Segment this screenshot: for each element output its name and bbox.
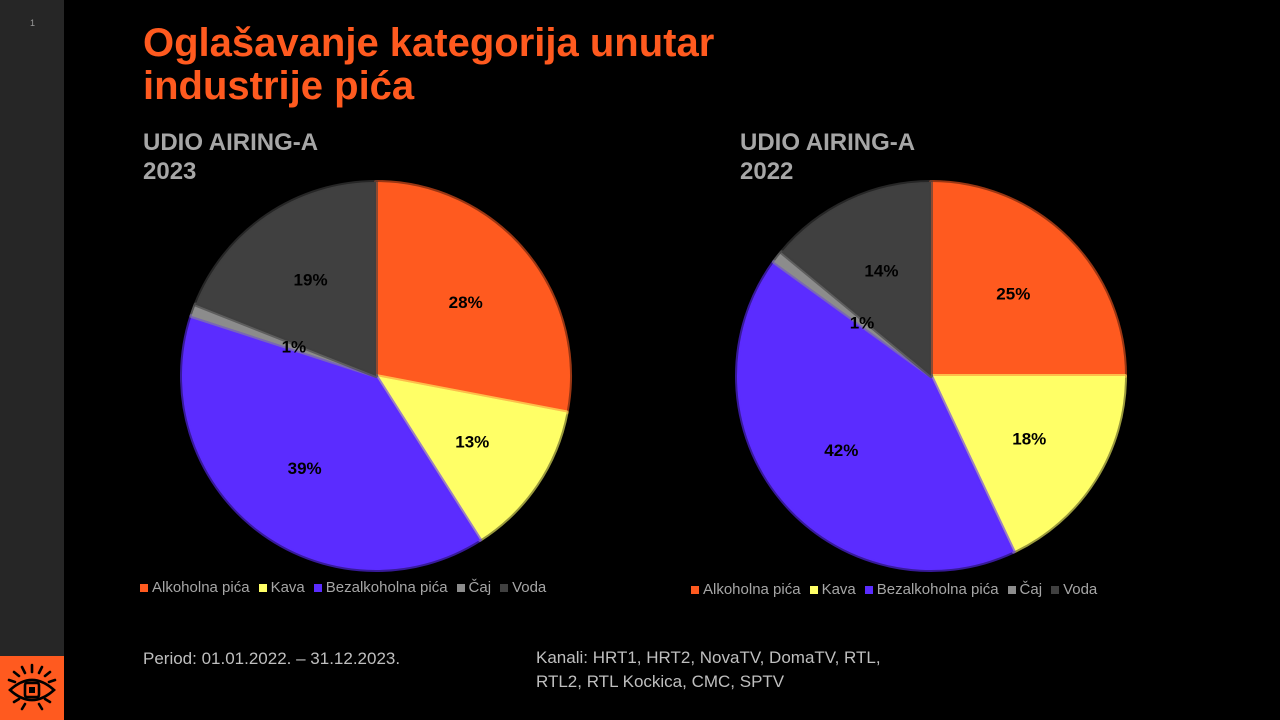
data-label-kava: 13% [455,432,489,451]
legend-swatch [140,583,148,592]
legend-swatch [691,585,699,594]
legend-item-kava: Kava [258,579,305,596]
legend-label: Čaj [1019,581,1043,598]
data-label-alkoholna-pica: 28% [449,293,483,312]
legend-item-kava: Kava [809,581,856,598]
sidebar: 1 [0,0,64,720]
legend-swatch [1051,585,1060,594]
legend-swatch [1007,585,1016,594]
period-text: Period: 01.01.2022. – 31.12.2023. [143,649,401,668]
legend-label: Alkoholna pića [152,579,250,596]
legend-item-bezalkoholna-pica: Bezalkoholna pića [864,581,999,598]
data-label-kava: 18% [1012,429,1046,448]
legend-2022: Alkoholna pića Kava Bezalkoholna pića Čaj Vo… [691,581,1097,598]
legend-item-bezalkoholna-pica: Bezalkoholna pića [313,579,448,596]
legend-item-voda: Voda [500,579,546,596]
pie-slice-alkoholna-pica [929,180,1127,378]
legend-swatch [500,583,509,592]
legend-label: Alkoholna pića [703,581,801,598]
data-label-caj: 1% [850,313,875,332]
pie-slice-voda [779,180,933,378]
data-label-caj: 1% [282,337,307,356]
legend-item-voda: Voda [1051,581,1097,598]
data-label-voda: 19% [294,271,328,290]
data-label-alkoholna-pica: 25% [996,285,1030,304]
legend-label: Bezalkoholna pića [325,579,448,596]
data-label-voda: 14% [864,262,898,281]
pie-chart-2022: 25% 18% 42% 1% 14% [735,180,1127,572]
chart-title-2023: UDIO AIRING-A 2023 [143,129,319,185]
channels-text: Kanali: HRT1, HRT2, NovaTV, DomaTV, RTL,… [536,648,881,691]
pie-slice-alkoholna-pica [374,180,572,415]
pie-chart-2023: 28% 13% 39% 1% 19% [180,180,572,572]
pie-slice-bezalkoholna-pica [735,259,1016,572]
legend-swatch [258,583,267,592]
legend-label: Voda [1063,581,1098,598]
legend-swatch [809,585,818,594]
legend-label: Kava [821,581,856,598]
legend-label: Voda [512,579,547,596]
data-label-bezalkoholna-pica: 42% [824,441,858,460]
legend-label: Kava [270,579,305,596]
pie-slice-bezalkoholna-pica [180,314,482,572]
legend-2023: Alkoholna pića Kava Bezalkoholna pića Čaj Vo… [140,579,546,596]
legend-swatch [456,583,465,592]
pie-slice-kava [374,374,569,542]
legend-item-caj: Čaj [456,579,492,596]
legend-item-alkoholna-pica: Alkoholna pića [140,579,250,596]
pie-slice-kava [929,374,1127,554]
slide-number: 1 [30,18,36,28]
chart-title-2022: UDIO AIRING-A 2022 [740,129,916,185]
legend-item-alkoholna-pica: Alkoholna pića [691,581,801,598]
slide-title: Oglašavanje kategorija unutar industrije… [143,21,715,108]
pie-slice-voda [193,180,378,378]
legend-swatch [864,585,873,594]
data-label-bezalkoholna-pica: 39% [288,459,322,478]
legend-label: Bezalkoholna pića [876,581,999,598]
eye-logo-icon [0,656,64,720]
legend-item-caj: Čaj [1007,581,1043,598]
legend-label: Čaj [468,579,492,596]
legend-swatch [313,583,322,592]
